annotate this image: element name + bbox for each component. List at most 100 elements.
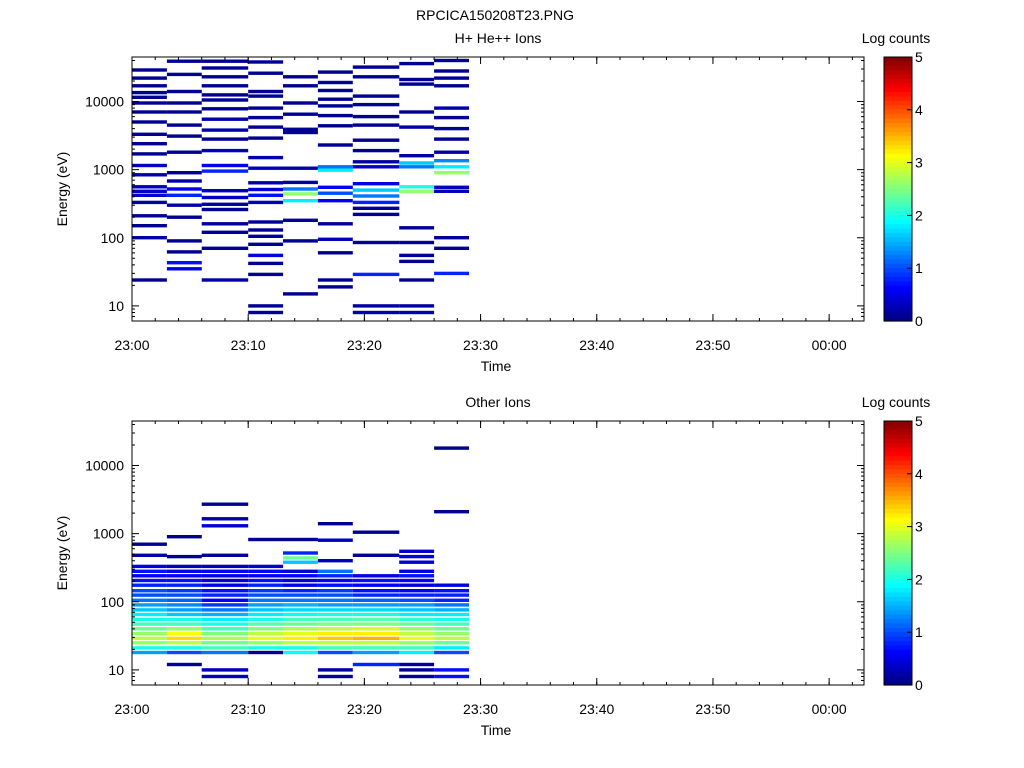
heatmap-cell — [132, 622, 167, 626]
heatmap-cell — [166, 110, 202, 114]
heatmap-cell — [352, 75, 400, 79]
heatmap-cell — [132, 569, 167, 573]
heatmap-cell — [399, 554, 435, 559]
colorbar-segment — [884, 241, 912, 247]
heatmap-cell — [352, 138, 400, 142]
colorbar-segment — [884, 79, 912, 84]
colorbar-segment — [884, 57, 912, 62]
heatmap-cell — [283, 598, 318, 602]
heatmap-cell — [166, 215, 202, 219]
heatmap-cell — [399, 569, 435, 573]
heatmap-cell — [248, 608, 284, 612]
heatmap-cell — [399, 598, 435, 602]
colorbar-segment — [884, 443, 912, 448]
heatmap-cell — [248, 583, 284, 587]
heatmap-cell — [317, 617, 353, 622]
heatmap-cell — [399, 650, 435, 655]
heatmap-cell — [283, 593, 318, 597]
heatmap-cell — [434, 106, 469, 110]
heatmap-cell — [201, 524, 249, 528]
heatmap-cell — [201, 589, 249, 593]
heatmap-cell — [434, 150, 469, 154]
heatmap-cell — [166, 193, 202, 197]
colorbar-segment — [884, 658, 912, 664]
heatmap-cell — [248, 253, 284, 258]
heatmap-cell — [399, 549, 435, 553]
heatmap-cell — [399, 560, 435, 564]
heatmap-cell — [352, 589, 400, 593]
heatmap-cell — [201, 137, 249, 141]
heatmap-cell — [248, 136, 284, 140]
heatmap-cell — [399, 61, 435, 66]
colorbar-segment — [884, 180, 912, 186]
heatmap-cell — [317, 97, 353, 101]
heatmap-cell — [399, 674, 435, 679]
heatmap-cell — [248, 115, 284, 120]
heatmap-cell — [132, 236, 167, 240]
heatmap-cell — [248, 242, 284, 246]
colorbar-segment — [884, 202, 912, 208]
heatmap-cell — [248, 569, 284, 573]
heatmap-cell — [248, 564, 284, 569]
heatmap-cell — [166, 59, 202, 63]
colorbar-segment — [884, 307, 912, 313]
colorbar-segment — [884, 246, 912, 252]
colorbar-segment — [884, 553, 912, 558]
heatmap-cell — [399, 622, 435, 626]
heatmap-cell — [317, 627, 353, 631]
panel-title: Other Ions — [465, 394, 530, 410]
heatmap-cell — [317, 674, 353, 679]
heatmap-cell — [317, 646, 353, 650]
heatmap-cell — [248, 617, 284, 622]
heatmap-cell — [317, 559, 353, 563]
heatmap-cell — [201, 627, 249, 631]
heatmap-cell — [132, 163, 167, 168]
colorbar-segment — [884, 438, 912, 444]
heatmap-cell — [352, 102, 400, 107]
colorbar-segment — [884, 285, 912, 291]
heatmap-cell — [283, 583, 318, 587]
heatmap-cell — [317, 569, 353, 573]
colorbar-segment — [884, 495, 912, 501]
heatmap-cell — [399, 578, 435, 583]
colorbar-segment — [884, 614, 912, 620]
x-tick-label: 23:20 — [347, 701, 382, 717]
heatmap-cell — [317, 191, 353, 195]
colorbar-segment — [884, 237, 912, 243]
y-tick-label: 100 — [101, 594, 125, 610]
heatmap-cell — [283, 537, 318, 542]
heatmap-cell — [317, 598, 353, 602]
heatmap-cell — [132, 90, 167, 95]
heatmap-cell — [399, 636, 435, 641]
heatmap-cell — [434, 632, 469, 636]
colorbar-segment — [884, 145, 912, 150]
heatmap-cell — [248, 627, 284, 631]
heatmap-cell — [132, 593, 167, 597]
heatmap-cell — [132, 598, 167, 602]
colorbar-segment — [884, 197, 912, 203]
heatmap-cell — [283, 632, 318, 636]
heatmap-cell — [201, 148, 249, 153]
heatmap-cell — [283, 192, 318, 196]
heatmap-cell — [248, 71, 284, 75]
heatmap-cell — [352, 641, 400, 645]
heatmap-cell — [399, 226, 435, 230]
heatmap-cell — [283, 589, 318, 593]
heatmap-cell — [434, 668, 469, 672]
colorbar-segment — [884, 535, 912, 541]
heatmap-cell — [132, 68, 167, 72]
heatmap-cell — [434, 646, 469, 650]
colorbar-segment — [884, 583, 912, 589]
figure-title: RPCICA150208T23.PNG — [416, 7, 574, 23]
heatmap-cell — [132, 542, 167, 546]
colorbar-segment — [884, 522, 912, 528]
heatmap-cell — [317, 608, 353, 612]
heatmap-cell — [352, 574, 400, 578]
heatmap-cell — [201, 668, 249, 672]
colorbar-tick-label: 2 — [915, 571, 923, 587]
heatmap-cell — [166, 134, 202, 138]
heatmap-cell — [352, 240, 400, 245]
colorbar-segment — [884, 645, 912, 651]
x-tick-label: 23:50 — [695, 701, 730, 717]
heatmap-cell — [283, 292, 318, 296]
